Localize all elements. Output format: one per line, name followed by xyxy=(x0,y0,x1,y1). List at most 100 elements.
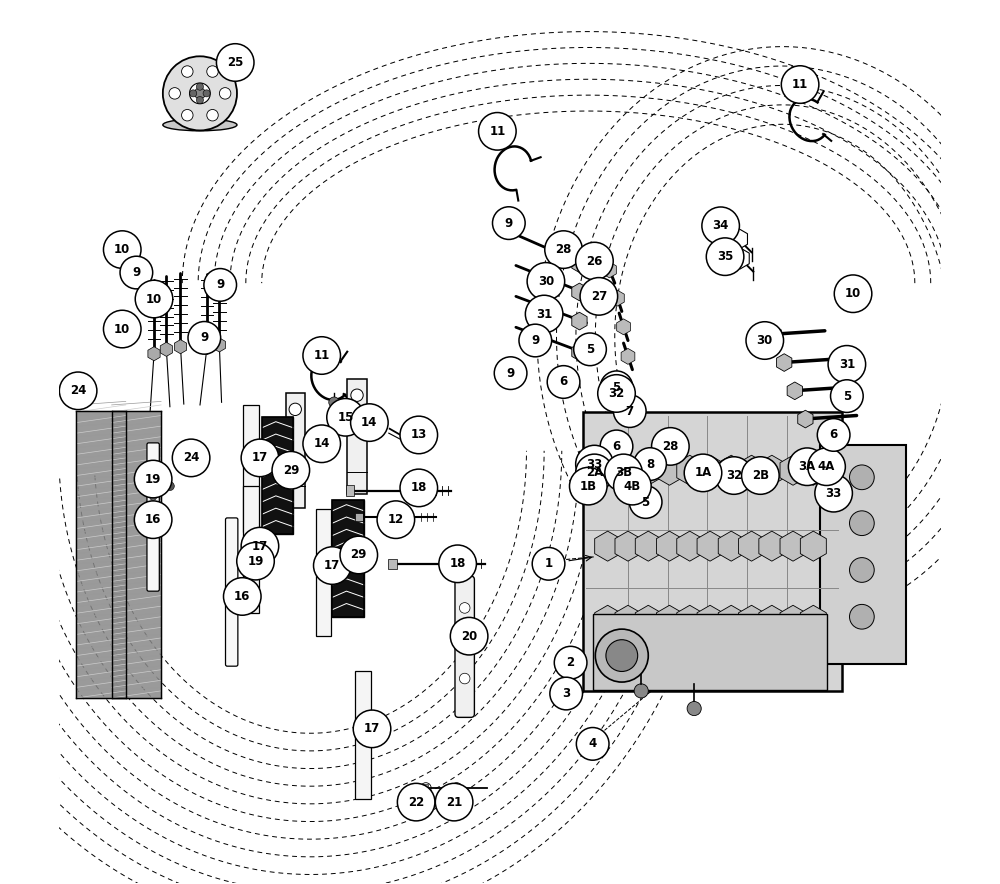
Circle shape xyxy=(742,457,779,494)
Circle shape xyxy=(815,475,852,512)
Text: 2A: 2A xyxy=(586,467,603,479)
Circle shape xyxy=(219,88,231,99)
Circle shape xyxy=(169,88,180,99)
Circle shape xyxy=(605,454,642,492)
Text: 30: 30 xyxy=(538,275,554,288)
Circle shape xyxy=(272,452,310,489)
Bar xyxy=(243,405,259,532)
Text: 13: 13 xyxy=(411,429,427,441)
Circle shape xyxy=(850,511,874,536)
Circle shape xyxy=(479,112,516,150)
Circle shape xyxy=(545,231,582,269)
Circle shape xyxy=(190,83,210,103)
Bar xyxy=(388,559,397,569)
Circle shape xyxy=(850,558,874,583)
Text: 29: 29 xyxy=(351,548,367,561)
Text: 9: 9 xyxy=(200,332,208,345)
Text: 33: 33 xyxy=(586,458,603,470)
Circle shape xyxy=(600,371,633,404)
Circle shape xyxy=(165,482,174,491)
Bar xyxy=(421,783,428,792)
Text: 24: 24 xyxy=(183,452,199,464)
Text: 19: 19 xyxy=(145,473,161,485)
Text: 5: 5 xyxy=(843,390,851,402)
Circle shape xyxy=(329,410,339,421)
Text: 17: 17 xyxy=(324,559,340,572)
Circle shape xyxy=(817,419,850,451)
Circle shape xyxy=(351,389,363,401)
Text: 32: 32 xyxy=(726,469,742,482)
Text: 2B: 2B xyxy=(752,469,769,482)
Circle shape xyxy=(172,439,210,476)
Text: 10: 10 xyxy=(114,323,130,336)
Text: 1A: 1A xyxy=(694,467,712,479)
Circle shape xyxy=(59,372,97,409)
Text: 5: 5 xyxy=(612,381,621,393)
Text: 9: 9 xyxy=(506,367,515,379)
Circle shape xyxy=(120,256,153,289)
Circle shape xyxy=(687,702,701,716)
Circle shape xyxy=(527,263,565,301)
Text: 24: 24 xyxy=(70,385,86,397)
Text: 19: 19 xyxy=(247,554,264,568)
Text: 5: 5 xyxy=(642,496,650,508)
Circle shape xyxy=(400,469,438,507)
Text: 9: 9 xyxy=(505,217,513,230)
Circle shape xyxy=(237,543,274,580)
Text: 27: 27 xyxy=(591,290,607,303)
Circle shape xyxy=(634,447,666,480)
Text: 2: 2 xyxy=(567,656,575,669)
Circle shape xyxy=(289,403,301,415)
Circle shape xyxy=(303,337,340,374)
Text: 3B: 3B xyxy=(615,467,632,479)
Text: 9: 9 xyxy=(132,266,140,279)
Circle shape xyxy=(459,638,470,649)
FancyBboxPatch shape xyxy=(147,443,159,591)
Circle shape xyxy=(327,399,364,436)
Bar xyxy=(243,486,259,613)
Circle shape xyxy=(134,461,172,498)
Circle shape xyxy=(207,65,218,77)
Text: 28: 28 xyxy=(662,440,679,453)
Text: 10: 10 xyxy=(114,243,130,256)
Circle shape xyxy=(684,454,722,492)
Circle shape xyxy=(547,366,580,399)
Circle shape xyxy=(224,577,261,615)
Circle shape xyxy=(614,468,651,505)
Circle shape xyxy=(550,677,583,710)
Circle shape xyxy=(243,566,250,573)
Circle shape xyxy=(190,90,197,97)
Circle shape xyxy=(182,110,193,121)
Circle shape xyxy=(103,310,141,347)
Circle shape xyxy=(435,783,473,821)
Circle shape xyxy=(629,485,662,518)
Circle shape xyxy=(598,375,635,412)
Circle shape xyxy=(554,646,587,679)
Text: 17: 17 xyxy=(252,539,268,552)
Text: 29: 29 xyxy=(283,464,299,476)
Circle shape xyxy=(216,43,254,81)
Circle shape xyxy=(314,547,351,584)
Text: 7: 7 xyxy=(626,405,634,417)
Circle shape xyxy=(702,207,739,245)
Bar xyxy=(316,509,331,636)
FancyBboxPatch shape xyxy=(820,445,906,664)
Text: 31: 31 xyxy=(839,358,855,370)
Circle shape xyxy=(831,380,863,413)
Text: 14: 14 xyxy=(314,438,330,450)
Text: 8: 8 xyxy=(646,458,654,470)
Circle shape xyxy=(182,65,193,77)
Circle shape xyxy=(600,431,633,462)
Circle shape xyxy=(834,275,872,313)
Text: 6: 6 xyxy=(830,429,838,441)
Circle shape xyxy=(595,629,648,682)
Text: 1B: 1B xyxy=(580,480,597,492)
Text: 6: 6 xyxy=(559,376,568,388)
Bar xyxy=(346,485,354,496)
Text: 11: 11 xyxy=(314,349,330,362)
Circle shape xyxy=(135,280,173,317)
Text: 28: 28 xyxy=(555,243,572,256)
Text: 32: 32 xyxy=(608,387,625,400)
Bar xyxy=(262,417,293,534)
Bar xyxy=(452,783,459,792)
